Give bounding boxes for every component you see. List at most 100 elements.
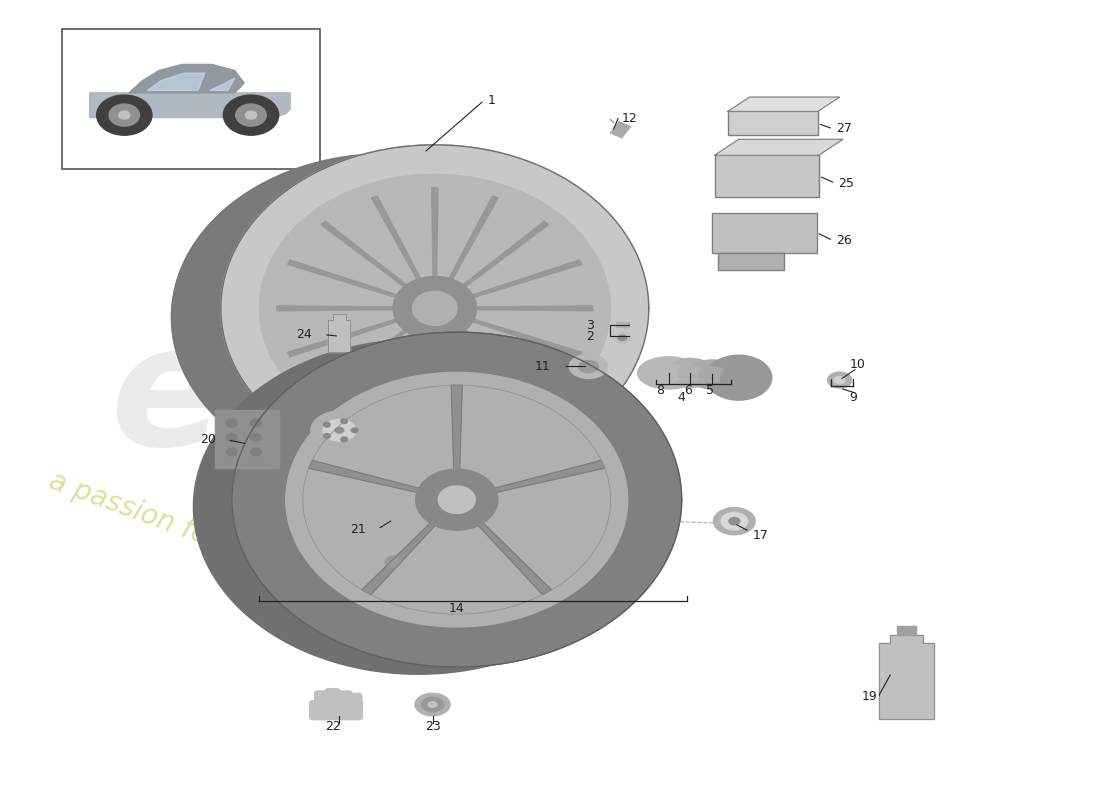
Ellipse shape bbox=[323, 419, 355, 441]
Text: 4: 4 bbox=[678, 391, 685, 404]
Polygon shape bbox=[277, 306, 407, 310]
Polygon shape bbox=[286, 373, 628, 627]
Polygon shape bbox=[393, 277, 476, 340]
Polygon shape bbox=[372, 327, 426, 421]
Polygon shape bbox=[232, 332, 682, 667]
FancyBboxPatch shape bbox=[715, 155, 818, 197]
Polygon shape bbox=[372, 196, 426, 290]
Polygon shape bbox=[321, 322, 416, 395]
Polygon shape bbox=[463, 306, 593, 310]
FancyBboxPatch shape bbox=[315, 691, 329, 712]
Polygon shape bbox=[129, 65, 244, 93]
Text: 6: 6 bbox=[684, 384, 692, 397]
Polygon shape bbox=[460, 260, 582, 302]
FancyBboxPatch shape bbox=[310, 701, 362, 720]
Ellipse shape bbox=[689, 360, 737, 389]
Bar bbox=[896, 626, 916, 635]
Text: 25: 25 bbox=[838, 177, 855, 190]
Polygon shape bbox=[444, 196, 498, 290]
Ellipse shape bbox=[714, 508, 756, 534]
Ellipse shape bbox=[579, 361, 598, 373]
Text: eu-: eu- bbox=[111, 318, 411, 482]
Text: 5: 5 bbox=[706, 384, 714, 397]
Ellipse shape bbox=[428, 702, 437, 707]
Ellipse shape bbox=[569, 354, 607, 378]
Ellipse shape bbox=[834, 377, 845, 384]
Polygon shape bbox=[715, 139, 843, 155]
Polygon shape bbox=[416, 469, 498, 530]
Circle shape bbox=[251, 448, 262, 456]
Circle shape bbox=[119, 111, 130, 119]
Ellipse shape bbox=[729, 518, 740, 525]
Ellipse shape bbox=[651, 364, 685, 382]
Text: 27: 27 bbox=[836, 122, 852, 135]
Polygon shape bbox=[288, 260, 410, 302]
Text: 19: 19 bbox=[861, 690, 877, 703]
Polygon shape bbox=[309, 460, 438, 497]
Polygon shape bbox=[172, 145, 500, 481]
Polygon shape bbox=[288, 315, 410, 357]
FancyBboxPatch shape bbox=[713, 213, 816, 253]
Polygon shape bbox=[431, 188, 438, 287]
Text: 22: 22 bbox=[324, 720, 341, 734]
Polygon shape bbox=[221, 145, 649, 472]
Polygon shape bbox=[728, 97, 839, 111]
FancyBboxPatch shape bbox=[348, 694, 362, 713]
Ellipse shape bbox=[638, 357, 700, 389]
Polygon shape bbox=[209, 78, 235, 90]
Ellipse shape bbox=[706, 355, 771, 400]
Polygon shape bbox=[444, 327, 498, 421]
Text: 12: 12 bbox=[621, 112, 637, 125]
Ellipse shape bbox=[311, 411, 367, 450]
Ellipse shape bbox=[614, 332, 631, 343]
Circle shape bbox=[235, 104, 266, 126]
Text: 11: 11 bbox=[535, 360, 550, 373]
Polygon shape bbox=[194, 332, 559, 674]
Bar bbox=[62, 30, 320, 169]
Circle shape bbox=[341, 419, 348, 423]
Text: 23: 23 bbox=[425, 720, 440, 734]
Polygon shape bbox=[460, 315, 582, 357]
FancyBboxPatch shape bbox=[718, 253, 783, 270]
FancyBboxPatch shape bbox=[728, 111, 817, 135]
Circle shape bbox=[323, 434, 330, 438]
Circle shape bbox=[227, 448, 238, 456]
Polygon shape bbox=[438, 486, 475, 514]
Ellipse shape bbox=[827, 372, 851, 388]
Polygon shape bbox=[453, 322, 549, 395]
Polygon shape bbox=[321, 222, 416, 294]
Text: 20: 20 bbox=[200, 434, 217, 446]
Bar bbox=[616, 322, 629, 327]
FancyBboxPatch shape bbox=[338, 691, 352, 712]
Text: 10: 10 bbox=[849, 358, 866, 370]
Text: 14: 14 bbox=[449, 602, 464, 615]
Polygon shape bbox=[453, 222, 549, 294]
Polygon shape bbox=[412, 291, 456, 326]
Circle shape bbox=[323, 422, 330, 427]
Polygon shape bbox=[260, 174, 610, 442]
Ellipse shape bbox=[618, 335, 627, 341]
Polygon shape bbox=[466, 511, 551, 594]
Circle shape bbox=[385, 556, 400, 567]
Polygon shape bbox=[172, 154, 600, 481]
Ellipse shape bbox=[720, 366, 757, 390]
Ellipse shape bbox=[667, 358, 715, 387]
Circle shape bbox=[341, 437, 348, 442]
Circle shape bbox=[351, 428, 358, 433]
Text: 26: 26 bbox=[836, 234, 852, 247]
Circle shape bbox=[251, 419, 262, 427]
Circle shape bbox=[223, 95, 278, 135]
Ellipse shape bbox=[421, 698, 443, 712]
Polygon shape bbox=[362, 511, 447, 594]
Text: 21: 21 bbox=[350, 522, 365, 536]
Polygon shape bbox=[329, 314, 350, 352]
Ellipse shape bbox=[415, 694, 450, 716]
Text: 17: 17 bbox=[754, 529, 769, 542]
Text: 24: 24 bbox=[296, 328, 312, 341]
Ellipse shape bbox=[334, 427, 343, 433]
Polygon shape bbox=[879, 635, 934, 719]
Bar bbox=[216, 410, 279, 468]
Bar bbox=[610, 122, 630, 138]
Text: 1: 1 bbox=[487, 94, 495, 106]
Text: 2: 2 bbox=[586, 330, 594, 342]
